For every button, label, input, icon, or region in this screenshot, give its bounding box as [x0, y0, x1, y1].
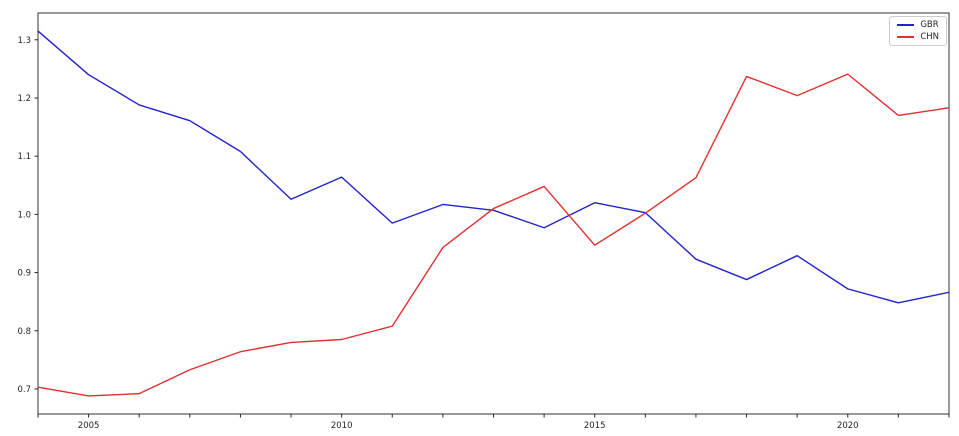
- legend-label-chn: CHN: [920, 31, 939, 42]
- legend-item-chn: CHN: [897, 31, 939, 42]
- gbr-series-line: [37, 30, 950, 304]
- y-tick-label: 1.3: [17, 36, 31, 46]
- y-tick-label: 0.9: [17, 269, 31, 279]
- chn-series-line: [37, 73, 950, 397]
- gbr-line-swatch: [897, 24, 915, 27]
- x-tick-label: 2015: [584, 421, 606, 431]
- axes-frame: [37, 12, 950, 415]
- y-tick-label: 1.0: [17, 210, 31, 220]
- y-tick-label: 0.8: [17, 327, 31, 337]
- y-tick-label: 1.2: [17, 94, 31, 104]
- x-tick-label: 2010: [331, 421, 353, 431]
- x-tick-label: 2005: [78, 421, 100, 431]
- x-tick-label: 2020: [837, 421, 859, 431]
- chn-line-swatch: [897, 35, 915, 38]
- legend: GBR CHN: [889, 16, 947, 46]
- y-tick-label: 1.1: [17, 152, 31, 162]
- y-tick-label: 0.7: [17, 385, 31, 395]
- legend-label-gbr: GBR: [920, 20, 939, 30]
- legend-item-gbr: GBR: [897, 21, 939, 30]
